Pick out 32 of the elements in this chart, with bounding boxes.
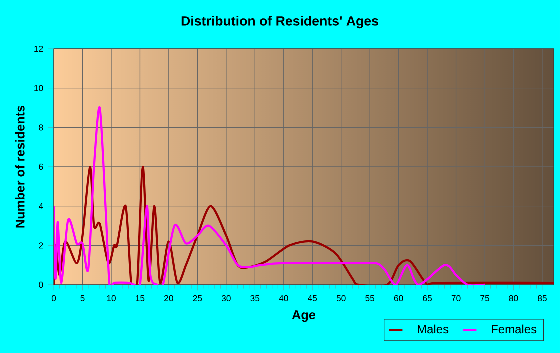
y-tick-label: 0 bbox=[39, 282, 44, 288]
y-tick-label: 2 bbox=[39, 242, 44, 249]
x-axis-title: Age bbox=[292, 310, 316, 322]
y-tick-label: 4 bbox=[39, 203, 44, 210]
x-tick-label: 65 bbox=[423, 295, 432, 302]
y-tick-label: 10 bbox=[34, 85, 44, 92]
x-tick-label: 60 bbox=[394, 295, 404, 302]
x-tick-label: 80 bbox=[509, 295, 518, 302]
x-tick-label: 55 bbox=[366, 295, 375, 302]
x-tick-label: 10 bbox=[107, 295, 116, 302]
x-tick-label: 70 bbox=[452, 295, 461, 302]
y-tick-label: 12 bbox=[34, 46, 44, 52]
line-series bbox=[54, 106, 486, 285]
x-tick-label: 5 bbox=[80, 295, 85, 302]
x-tick-label: 25 bbox=[193, 295, 202, 302]
legend-label: Females bbox=[492, 324, 537, 334]
x-tick-label: 75 bbox=[480, 295, 490, 302]
chart-title: Distribution of Residents' Ages bbox=[182, 16, 378, 29]
legend-label: Males bbox=[418, 324, 449, 334]
x-tick-label: 0 bbox=[52, 295, 56, 302]
x-tick-label: 20 bbox=[164, 295, 174, 302]
x-tick-label: 40 bbox=[279, 295, 288, 302]
line-series bbox=[54, 166, 554, 285]
y-axis-title: Number of residents bbox=[16, 106, 25, 228]
x-tick-label: 30 bbox=[222, 295, 231, 302]
x-tick-label: 85 bbox=[538, 295, 547, 302]
x-tick-label: 15 bbox=[136, 295, 145, 302]
x-tick-label: 50 bbox=[336, 295, 346, 302]
x-tick-label: 45 bbox=[308, 295, 318, 302]
x-tick-label: 35 bbox=[250, 295, 260, 302]
y-tick-label: 6 bbox=[39, 164, 44, 170]
y-tick-label: 8 bbox=[39, 124, 44, 131]
